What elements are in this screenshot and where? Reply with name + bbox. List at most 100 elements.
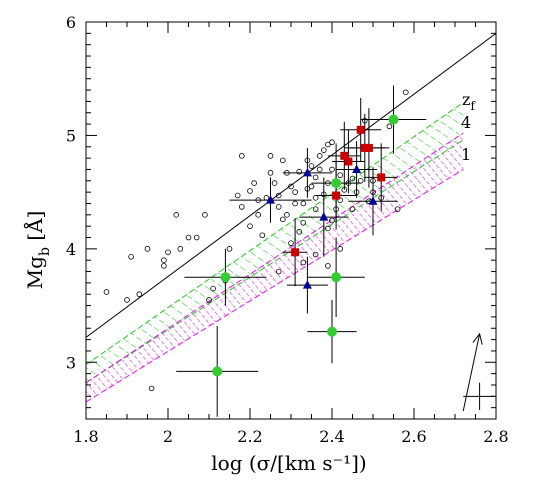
open-circle-point bbox=[144, 246, 151, 252]
open-circle-point bbox=[325, 263, 331, 269]
open-circle-point bbox=[247, 188, 253, 194]
red-square-point bbox=[344, 157, 353, 166]
open-circle-point bbox=[161, 257, 167, 264]
zf-label: zf bbox=[462, 90, 476, 113]
open-circle-point bbox=[202, 212, 208, 218]
open-circle-point bbox=[312, 174, 319, 181]
band-1-upper-edge bbox=[86, 132, 464, 384]
x-tick-label: 2.4 bbox=[319, 427, 344, 446]
open-circle-point bbox=[402, 89, 409, 96]
open-circle-point bbox=[288, 240, 294, 246]
y-tick-label: 4 bbox=[66, 240, 76, 259]
open-circle-point bbox=[349, 175, 356, 182]
open-circle-point bbox=[267, 153, 274, 159]
open-circle-point bbox=[193, 234, 200, 241]
open-circle-point bbox=[177, 246, 184, 252]
green-circle-point bbox=[212, 366, 223, 377]
open-circle-point bbox=[349, 206, 356, 212]
model-band-4 bbox=[86, 102, 464, 383]
open-circle-point bbox=[329, 139, 335, 146]
open-circle-point bbox=[279, 216, 286, 223]
open-circle-point bbox=[251, 180, 257, 186]
blue-triangle-point bbox=[302, 167, 312, 177]
open-circle-point bbox=[312, 206, 319, 212]
open-circle-point bbox=[275, 204, 282, 210]
red-square-point bbox=[377, 173, 386, 182]
y-tick-label: 5 bbox=[66, 126, 76, 145]
open-circle-point bbox=[337, 172, 344, 178]
open-circle-point bbox=[263, 195, 270, 201]
open-circle-point bbox=[275, 268, 282, 275]
open-circle-point bbox=[337, 246, 344, 252]
open-circle-point bbox=[239, 153, 245, 159]
open-circle-point bbox=[329, 217, 335, 224]
open-circle-point bbox=[284, 212, 290, 218]
blue-triangle-point bbox=[266, 195, 275, 204]
open-circle-point bbox=[136, 291, 143, 298]
open-circle-point bbox=[128, 253, 134, 260]
arrow-head bbox=[472, 332, 483, 345]
y-axis-title: Mgb [Å] bbox=[22, 211, 53, 290]
open-circle-point bbox=[239, 204, 245, 210]
red-square-point bbox=[332, 191, 341, 200]
open-circle-point bbox=[148, 385, 155, 392]
open-circle-point bbox=[296, 229, 303, 235]
model-band-1 bbox=[86, 133, 464, 402]
blue-triangle-point bbox=[319, 212, 329, 221]
green-circle-point bbox=[220, 272, 231, 283]
data-points bbox=[103, 85, 496, 417]
open-circle-point bbox=[234, 192, 241, 199]
open-circle-point bbox=[337, 197, 344, 203]
annotations: zf 4 1 bbox=[461, 90, 476, 164]
open-circle-point bbox=[292, 200, 298, 207]
open-circle-point bbox=[329, 166, 335, 173]
open-circle-point bbox=[320, 147, 327, 153]
band-label-1: 1 bbox=[461, 145, 471, 164]
open-circle-point bbox=[103, 289, 110, 295]
open-circle-point bbox=[300, 219, 307, 226]
red-square-point bbox=[356, 125, 365, 134]
x-tick-label: 2.6 bbox=[401, 427, 426, 446]
blue-triangle-point bbox=[302, 280, 312, 289]
open-circle-point bbox=[255, 212, 262, 218]
red-square-point bbox=[291, 248, 300, 257]
open-circle-point bbox=[300, 259, 307, 266]
x-tick-label: 1.8 bbox=[73, 427, 98, 446]
open-circle-point bbox=[185, 234, 192, 241]
open-circle-point bbox=[267, 170, 274, 176]
open-circle-point bbox=[275, 192, 282, 199]
open-circle-point bbox=[308, 183, 315, 190]
open-circle-point bbox=[259, 232, 266, 239]
x-tick-label: 2 bbox=[163, 427, 173, 446]
open-circle-point bbox=[394, 206, 401, 212]
open-circle-point bbox=[161, 263, 167, 269]
reference-fit-line bbox=[86, 32, 496, 338]
open-circle-point bbox=[124, 297, 130, 303]
x-tick-label: 2.8 bbox=[483, 427, 508, 446]
open-circle-point bbox=[316, 153, 323, 159]
open-circle-point bbox=[173, 212, 180, 218]
red-square-point bbox=[360, 143, 369, 152]
open-circle-point bbox=[312, 195, 319, 201]
axis-ticks: 1.8 2 2.2 2.4 2.6 2.8 3 4 5 6 bbox=[66, 13, 509, 446]
band-label-4: 4 bbox=[461, 113, 471, 132]
open-circle-point bbox=[325, 225, 331, 232]
green-circle-point bbox=[331, 178, 342, 189]
open-circle-point bbox=[312, 251, 319, 258]
open-circle-point bbox=[292, 189, 298, 195]
x-axis-title: log (σ/[km s⁻¹]) bbox=[211, 451, 366, 475]
open-circle-point bbox=[206, 297, 212, 303]
model-bands bbox=[86, 102, 464, 403]
blue-triangle-point bbox=[368, 196, 378, 205]
open-circle-point bbox=[247, 223, 253, 229]
green-circle-point bbox=[331, 272, 342, 283]
y-tick-label: 6 bbox=[66, 13, 76, 32]
red-square-point bbox=[340, 151, 349, 160]
arrow-shaft bbox=[462, 333, 481, 412]
red-square-point bbox=[364, 143, 373, 152]
y-tick-label: 3 bbox=[66, 353, 76, 372]
open-circle-point bbox=[308, 163, 315, 169]
band-4-upper-edge bbox=[86, 102, 464, 365]
green-circle-point bbox=[327, 326, 337, 337]
